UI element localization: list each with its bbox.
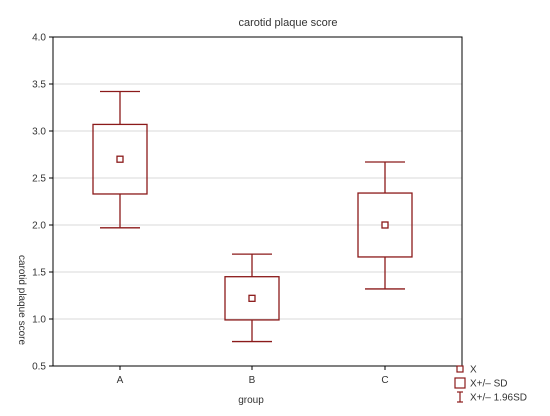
mean-marker bbox=[248, 294, 256, 302]
legend-label: X+/– 1.96SD bbox=[470, 393, 527, 404]
y-axis-label: carotid plaque score bbox=[16, 255, 27, 345]
box-series bbox=[92, 90, 413, 343]
box-group-A bbox=[92, 90, 148, 229]
y-tick-label: 2.5 bbox=[32, 174, 46, 185]
y-axis-ticks: 0.5 1.0 1.5 2.0 2.5 3.0 3.5 4.0 bbox=[32, 33, 53, 373]
x-axis-label: group bbox=[238, 395, 264, 406]
y-tick-label: 1.0 bbox=[32, 315, 46, 326]
chart-title: carotid plaque score bbox=[238, 17, 337, 29]
y-tick-label: 4.0 bbox=[32, 33, 46, 44]
y-tick-label: 1.5 bbox=[32, 268, 46, 279]
x-tick-label: A bbox=[117, 375, 124, 386]
legend-item: X+/– SD bbox=[454, 377, 508, 390]
legend-label: X+/– SD bbox=[470, 379, 508, 390]
sd-box bbox=[92, 123, 148, 195]
sd-box bbox=[224, 276, 280, 321]
mean-marker bbox=[116, 155, 124, 163]
legend-mean-marker bbox=[456, 365, 464, 373]
x-axis-ticks: A B C bbox=[117, 366, 389, 386]
legend-box-marker bbox=[454, 377, 466, 389]
box-group-C bbox=[357, 161, 413, 290]
y-tick-label: 2.0 bbox=[32, 221, 46, 232]
plot-frame bbox=[52, 36, 463, 367]
y-tick-label: 0.5 bbox=[32, 362, 46, 373]
x-tick-label: C bbox=[381, 375, 388, 386]
legend-item: X+/– 1.96SD bbox=[457, 391, 527, 404]
sd-box bbox=[357, 192, 413, 258]
y-tick-label: 3.5 bbox=[32, 80, 46, 91]
mean-marker bbox=[381, 221, 389, 229]
gridlines bbox=[53, 83, 462, 320]
legend-item: X bbox=[456, 365, 477, 376]
y-tick-label: 3.0 bbox=[32, 127, 46, 138]
box-group-B bbox=[224, 253, 280, 343]
legend-label: X bbox=[470, 365, 477, 376]
legend: X X+/– SD X+/– 1.96SD bbox=[454, 365, 527, 404]
x-tick-label: B bbox=[249, 375, 256, 386]
